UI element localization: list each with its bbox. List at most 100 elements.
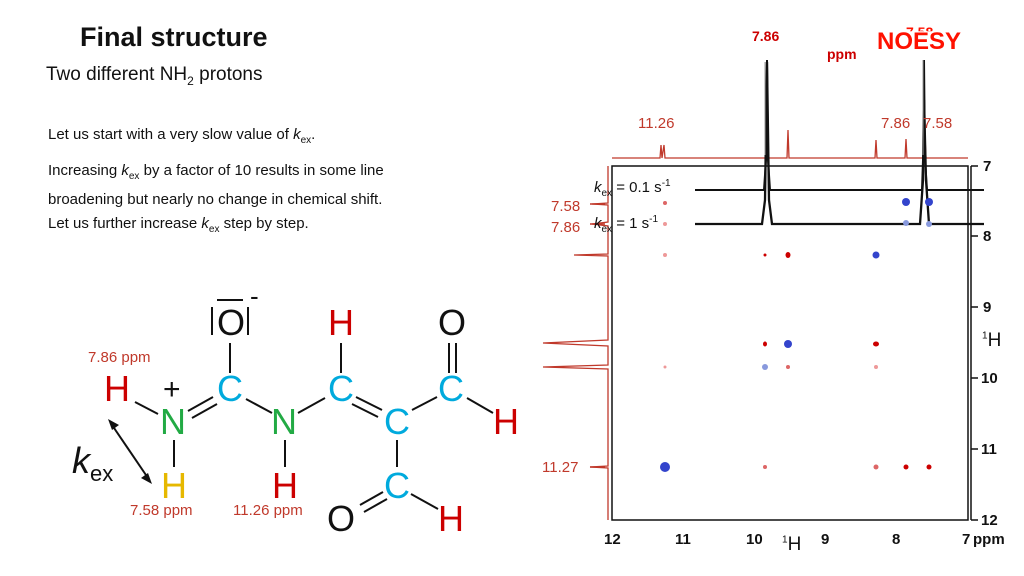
paragraph-2: Increasing kex by a factor of 10 results… (48, 159, 384, 211)
label-ppm-786: 7.86 ppm (88, 349, 151, 366)
kex1-eq: = 0.1 s (612, 179, 662, 196)
x-unit: ppm (973, 531, 1005, 548)
kex1-k: k (594, 179, 602, 196)
para2-line1: by a factor of 10 results in some line (139, 162, 384, 179)
atom-h-right: H (493, 401, 519, 442)
kex2-sup: -1 (649, 214, 659, 225)
x-tick: 9 (821, 531, 830, 548)
top-786-label: 7.86 (752, 28, 780, 44)
x-nucleus: H (787, 534, 802, 555)
atom-h-left: H (104, 368, 130, 409)
peak-label-786: 7.86 (881, 115, 911, 132)
x-tick: 11 (675, 531, 691, 548)
subtitle-sub: 2 (187, 73, 194, 88)
slide-title: Final structure (80, 22, 268, 52)
para2-k: k (121, 162, 129, 179)
top-ppm-label: ppm (827, 46, 857, 62)
peak-label-758: 7.58 (923, 115, 953, 132)
y-nucleus-sup: 1 (982, 330, 988, 342)
peak-red (873, 341, 879, 347)
subtitle-prefix: Two different NH (46, 64, 188, 85)
x-tick: 12 (604, 531, 621, 548)
peak-blue (872, 251, 880, 259)
x-axis-nucleus: 1H (782, 534, 801, 556)
atom-c1: C (217, 368, 243, 409)
bond-c1-n-double-a (187, 396, 214, 412)
slide-subtitle: Two different NH2 protons (46, 64, 263, 88)
left-label-758: 7.58 (551, 198, 581, 215)
peak-red (873, 464, 879, 470)
atom-h-bottom-right: H (438, 498, 464, 539)
atom-c4: C (438, 368, 464, 409)
para1-prefix: Let us start with a very slow value of (48, 126, 294, 143)
atom-h-bottom-mid: H (272, 465, 298, 506)
bond-c2-c3-a (355, 396, 383, 411)
y-tick: 8 (983, 228, 992, 245)
atom-o-bottom: O (327, 498, 356, 539)
y-tick: 12 (981, 512, 998, 529)
peak-blue (926, 221, 932, 227)
atom-h-top: H (328, 302, 354, 343)
atom-c5: C (384, 465, 410, 506)
top-758-partial: 7.58 (906, 24, 934, 40)
kex-arrow-line (111, 424, 149, 479)
x-tick: 7 (962, 531, 971, 548)
para3-sub: ex (208, 224, 220, 235)
left-label-1127: 11.27 (542, 459, 579, 476)
y-tick: 7 (983, 158, 992, 175)
paragraph-3: Let us further increase kex step by step… (48, 212, 309, 241)
peak-blue (925, 198, 933, 206)
peak-red (663, 222, 667, 226)
noesy-label: NOESY (877, 28, 962, 55)
left-trace (542, 166, 609, 520)
kex-legend-2: kex = 1 s-1 (594, 214, 658, 235)
bond-h-nplus (134, 401, 159, 415)
bond-c3-c4 (411, 396, 438, 411)
y-tick: 9 (983, 299, 992, 316)
x-tick: 8 (892, 531, 901, 548)
peak-red (663, 253, 667, 257)
peak-label-1126: 11.26 (638, 115, 675, 132)
label-ppm-1126: 11.26 ppm (233, 502, 303, 519)
kex2-k: k (594, 215, 602, 232)
bond-c2-c3-b (351, 403, 379, 418)
kex1-sup: -1 (661, 178, 671, 189)
bond-nmid-c2 (297, 397, 326, 414)
cross-peaks (660, 198, 933, 472)
para3-suffix: step by step. (219, 215, 309, 232)
para3-k: k (201, 215, 209, 232)
peak-red (763, 465, 767, 469)
kex-label: kex (72, 440, 113, 487)
atom-c3: C (384, 401, 410, 442)
atom-o-top-right: O (438, 302, 467, 343)
peak-red (786, 365, 790, 369)
peak-blue (903, 220, 909, 226)
atom-n-plus: N (160, 401, 186, 442)
kex-legend-1: kex = 0.1 s-1 (594, 178, 671, 199)
peak-red (926, 464, 932, 470)
left-label-786: 7.86 (551, 219, 581, 236)
kex-arrow-head-bottom (141, 473, 152, 484)
charge-plus: + (163, 373, 181, 406)
charge-minus: - (250, 281, 259, 311)
peak-red (763, 341, 767, 347)
bond-c1-n-double-b (191, 403, 218, 419)
atom-n-mid: N (271, 401, 297, 442)
atom-h-bottom-left: H (161, 465, 187, 506)
x-nucleus-sup: 1 (782, 534, 788, 546)
para1-suffix: . (311, 126, 316, 143)
kex-sub: ex (90, 461, 114, 487)
y-nucleus: H (987, 330, 1002, 351)
para2-prefix: Increasing (48, 162, 122, 179)
bond-c5-o-b (363, 498, 388, 513)
paragraph-1: Let us start with a very slow value of k… (48, 123, 315, 152)
y-axis-nucleus: 1H (982, 330, 1001, 352)
peak-red (663, 201, 667, 205)
bond-c1-nmid (245, 398, 273, 414)
plot-frame (611, 165, 969, 521)
subtitle-suffix: protons (193, 64, 263, 85)
atom-c2: C (328, 368, 354, 409)
kex1-sub: ex (601, 188, 613, 199)
